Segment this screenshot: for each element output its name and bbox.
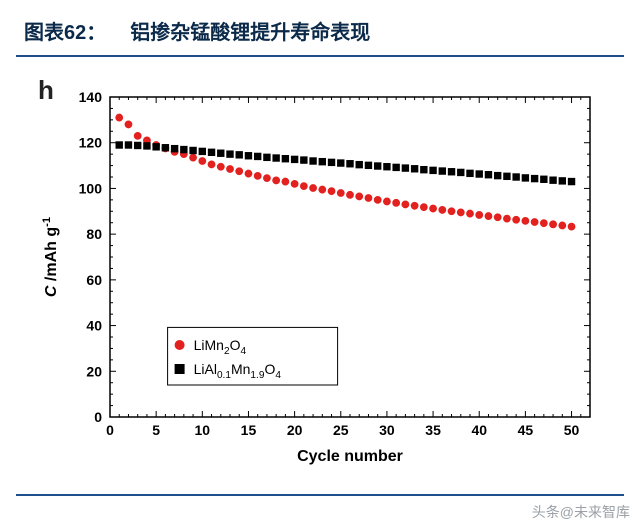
figure-container: 图表62：铝掺杂锰酸锂提升寿命表现 h 05101520253035404550… <box>0 0 640 524</box>
svg-text:100: 100 <box>79 180 103 196</box>
svg-text:10: 10 <box>195 422 211 438</box>
svg-text:60: 60 <box>86 272 102 288</box>
figure-number-label: 图表62： <box>24 22 106 44</box>
svg-text:45: 45 <box>518 422 534 438</box>
svg-text:50: 50 <box>564 422 580 438</box>
svg-text:5: 5 <box>152 422 160 438</box>
svg-text:120: 120 <box>79 135 103 151</box>
bottom-rule <box>16 494 624 496</box>
svg-text:0: 0 <box>94 409 102 425</box>
svg-text:35: 35 <box>425 422 441 438</box>
svg-text:40: 40 <box>86 318 102 334</box>
svg-text:30: 30 <box>379 422 395 438</box>
svg-text:C /mAh g-1: C /mAh g-1 <box>41 217 60 297</box>
svg-text:40: 40 <box>471 422 487 438</box>
svg-text:140: 140 <box>79 89 103 105</box>
svg-text:20: 20 <box>287 422 303 438</box>
watermark-text: 头条@未来智库 <box>532 502 630 522</box>
svg-text:15: 15 <box>241 422 257 438</box>
svg-text:0: 0 <box>106 422 114 438</box>
svg-text:Cycle number: Cycle number <box>297 448 403 465</box>
chart-svg: 0 5 10 15 20 25 30 35 40 45 50 0 20 40 60 80 100 120 140 Cy… <box>20 71 620 491</box>
chart-area: h 05101520253035404550020406080100120140… <box>20 71 620 491</box>
svg-text:20: 20 <box>86 363 102 379</box>
figure-title-text: 铝掺杂锰酸锂提升寿命表现 <box>130 22 370 44</box>
title-underline <box>16 55 624 57</box>
svg-text:25: 25 <box>333 422 349 438</box>
svg-text:80: 80 <box>86 226 102 242</box>
figure-title-row: 图表62： 铝掺杂锰酸锂提升寿命表现 <box>0 0 640 55</box>
